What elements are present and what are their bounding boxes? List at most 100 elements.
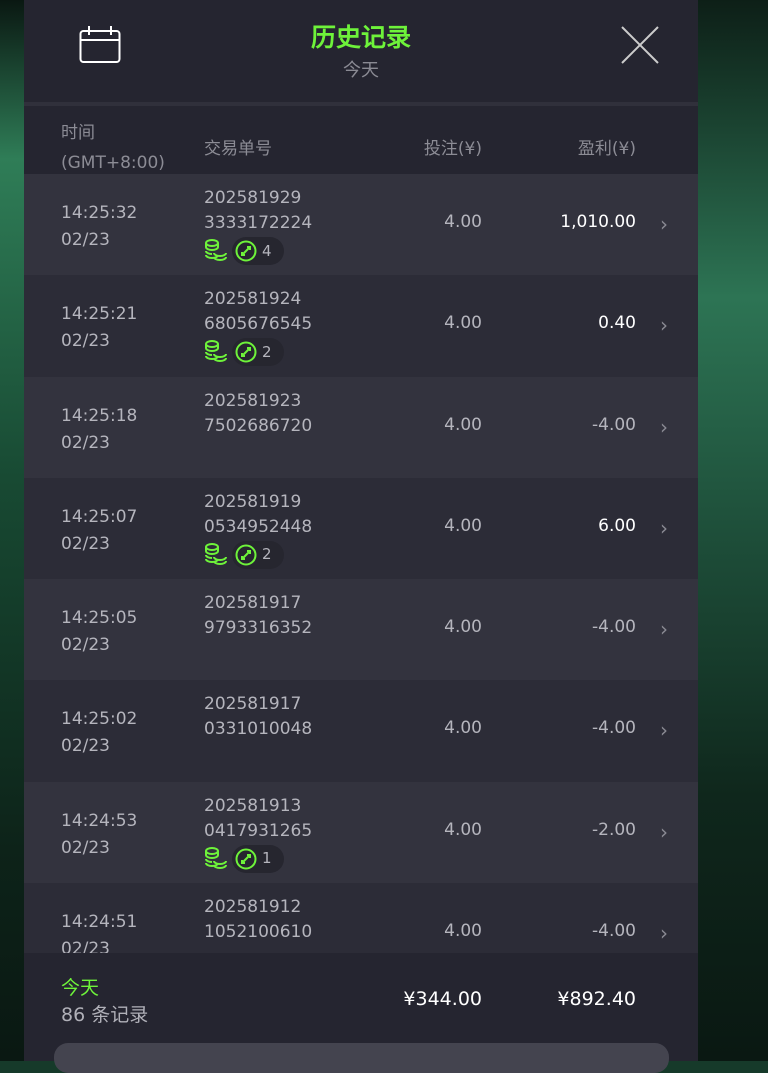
row-bet: 4.00 [444,718,482,739]
free-spin-count: 4 [262,241,272,260]
row-bet: 4.00 [444,921,482,942]
bottom-button[interactable] [54,1043,669,1073]
chevron-right-icon[interactable]: › [660,515,668,540]
table-row[interactable]: 14:25:18 02/23 202581923 7502686720 4.00 -… [24,376,698,478]
row-profit: 1,010.00 [560,212,636,232]
table-row[interactable]: 14:25:32 02/23 202581929 3333172224 4 4.00 … [24,174,698,276]
background-right [698,0,768,1061]
table-row[interactable]: 14:25:05 02/23 202581917 9793316352 4.00 -… [24,579,698,681]
row-bet: 4.00 [444,313,482,334]
order-id-part2: 3333172224 [204,213,313,233]
order-id-part2: 0331010048 [204,719,313,740]
row-time: 14:25:02 [61,709,138,730]
order-id-part1: 202581913 [204,795,302,816]
free-spin-icon [235,544,257,566]
order-id-part2: 0417931265 [204,820,313,841]
row-profit: -2.00 [592,819,636,840]
chevron-right-icon[interactable]: › [660,921,668,946]
row-date: 02/23 [61,230,110,250]
order-id-part2: 6805676545 [204,314,313,335]
coins-icon [205,542,227,565]
order-id-part2: 0534952448 [204,516,313,537]
row-date: 02/23 [61,635,110,656]
row-profit: -4.00 [592,414,636,435]
row-bet: 4.00 [444,515,482,536]
order-id-part1: 202581924 [204,289,302,310]
row-profit: -4.00 [592,921,636,942]
row-bet: 4.00 [444,617,482,638]
record-count: 86 条记录 [61,1004,149,1026]
free-spin-count: 2 [262,545,272,564]
table-row[interactable]: 14:24:53 02/23 202581913 0417931265 1 4.00 … [24,781,698,884]
free-spin-icon [235,848,257,870]
row-time: 14:25:32 [61,203,138,223]
free-spin-badge: 2 [232,540,284,569]
row-time: 14:24:53 [61,810,138,831]
chevron-right-icon[interactable]: › [660,414,668,439]
table-row[interactable]: 14:25:07 02/23 202581919 0534952448 2 4.00 … [24,477,698,580]
chevron-right-icon[interactable]: › [660,819,668,844]
row-time: 14:24:51 [61,912,138,933]
row-date: 02/23 [61,837,110,858]
row-time: 14:25:07 [61,506,138,527]
table-row[interactable]: 14:24:51 02/23 202581912 1052100610 4.00 -… [24,883,698,953]
row-profit: 6.00 [598,515,636,536]
row-date: 02/23 [61,331,110,352]
free-spin-count: 1 [262,849,272,868]
divider [24,102,698,106]
row-bet: 4.00 [444,212,482,232]
date-filter-label: 今天 [343,60,379,81]
free-spin-count: 2 [262,342,272,361]
row-bet: 4.00 [444,414,482,435]
row-profit: -4.00 [592,617,636,638]
history-list[interactable]: 14:25:32 02/23 202581929 3333172224 4 4.00 … [24,174,698,953]
table-header: 时间 (GMT+8:00) 交易单号 投注(¥) 盈利(¥) [24,106,698,174]
row-date: 02/23 [61,939,110,953]
row-badges: 2 [204,338,312,367]
page-title: 历史记录 [310,23,411,52]
order-id-part1: 202581919 [204,491,302,512]
coins-icon [205,239,227,262]
total-profit: ¥892.40 [557,988,636,1010]
total-bet: ¥344.00 [403,988,482,1010]
chevron-right-icon[interactable]: › [660,718,668,743]
order-id-part1: 202581917 [204,694,302,715]
row-time: 14:25:21 [61,304,138,325]
table-row[interactable]: 14:25:02 02/23 202581917 0331010048 4.00 -… [24,680,698,782]
row-profit: 0.40 [598,313,636,334]
order-id-part1: 202581929 [204,188,302,208]
header: 历史记录 今天 [24,0,698,102]
summary-footer: 今天 86 条记录 ¥344.00 ¥892.40 [24,953,698,1073]
chevron-right-icon[interactable]: › [660,313,668,338]
col-order: 交易单号 [204,139,272,159]
free-spin-badge: 1 [232,844,284,873]
chevron-right-icon[interactable]: › [660,617,668,642]
row-date: 02/23 [61,432,110,453]
coins-icon [205,846,227,869]
order-id-part1: 202581917 [204,593,302,614]
free-spin-icon [235,240,257,262]
chevron-right-icon[interactable]: › [660,212,668,236]
free-spin-badge: 2 [232,338,284,367]
row-date: 02/23 [61,533,110,554]
table-row[interactable]: 14:25:21 02/23 202581924 6805676545 2 4.00 … [24,275,698,377]
history-panel: 历史记录 今天 时间 (GMT+8:00) 交易单号 投注(¥) 盈利(¥) 14… [24,0,698,1073]
row-bet: 4.00 [444,819,482,840]
coins-icon [205,340,227,363]
row-profit: -4.00 [592,718,636,739]
order-id-part2: 9793316352 [204,618,313,639]
calendar-icon[interactable] [79,26,121,64]
summary-day: 今天 [61,977,100,999]
free-spin-badge: 4 [232,237,284,265]
order-id-part2: 1052100610 [204,922,313,943]
order-id-part1: 202581912 [204,897,302,918]
row-time: 14:25:05 [61,608,138,629]
col-timezone: (GMT+8:00) [61,153,165,173]
order-id-part2: 7502686720 [204,415,313,436]
close-icon[interactable] [621,26,659,64]
row-badges: 2 [204,540,312,569]
free-spin-icon [235,341,257,363]
row-badges: 4 [204,237,312,265]
col-bet: 投注(¥) [423,139,482,159]
order-id-part1: 202581923 [204,390,302,411]
